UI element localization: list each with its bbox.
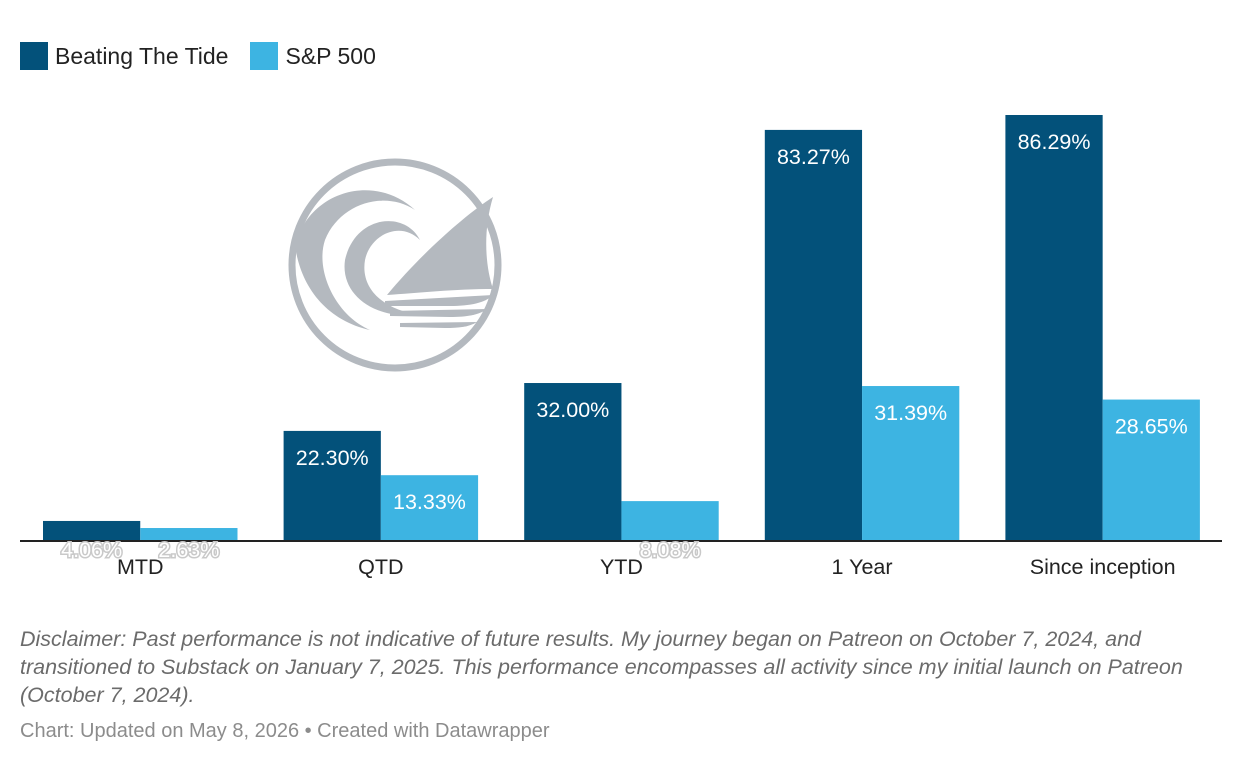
bar-value-label: 8.08% bbox=[640, 538, 701, 562]
bar-value-label: 2.63% bbox=[158, 538, 219, 562]
bar-value-label: 28.65% bbox=[1115, 415, 1188, 439]
bar-beating-the-tide-mtd bbox=[43, 520, 141, 541]
bar-s-p-500-1-year bbox=[862, 386, 960, 541]
legend: Beating The Tide S&P 500 bbox=[20, 42, 398, 70]
bar-s-p-500-since-inception bbox=[1102, 399, 1200, 541]
bar-chart: 4.06% 2.63% 22.30% 13.33% 32.00% 8.08% 83.27% 3… bbox=[20, 115, 1222, 579]
bar-beating-the-tide-ytd bbox=[524, 383, 622, 541]
legend-swatch-sp500 bbox=[250, 42, 279, 70]
bar-beating-the-tide-1-year bbox=[764, 129, 863, 542]
disclaimer-text: Disclaimer: Past performance is not indi… bbox=[20, 627, 1183, 707]
bar-value-label: 13.33% bbox=[393, 490, 466, 514]
legend-item-beating-the-tide: Beating The Tide bbox=[20, 42, 228, 70]
x-tick-label: MTD bbox=[117, 555, 164, 579]
x-tick-label: QTD bbox=[358, 555, 403, 579]
x-tick-label: Since inception bbox=[1030, 555, 1176, 579]
bar-s-p-500-ytd bbox=[621, 501, 719, 541]
bar-value-label: 86.29% bbox=[1018, 130, 1091, 154]
bars bbox=[43, 115, 1200, 542]
bar-value-label: 22.30% bbox=[296, 446, 369, 470]
legend-swatch-beating-the-tide bbox=[20, 42, 48, 70]
x-axis-ticks: MTD QTD YTD 1 Year Since inception bbox=[117, 555, 1176, 579]
bar-value-label: 31.39% bbox=[874, 401, 947, 425]
bar-value-label: 32.00% bbox=[536, 398, 609, 422]
x-tick-label: YTD bbox=[600, 555, 643, 579]
x-tick-label: 1 Year bbox=[832, 555, 893, 579]
legend-item-sp500: S&P 500 bbox=[250, 42, 376, 70]
legend-label: S&P 500 bbox=[285, 42, 376, 69]
bar-s-p-500-qtd bbox=[380, 475, 479, 541]
bar-s-p-500-mtd bbox=[140, 528, 238, 541]
bar-beating-the-tide-qtd bbox=[283, 430, 381, 541]
wave-shark-logo-icon bbox=[288, 158, 502, 372]
bar-value-label: 4.06% bbox=[61, 538, 122, 562]
bar-labels: 4.06% 2.63% 22.30% 13.33% 32.00% 8.08% 83.27% 3… bbox=[60, 130, 1188, 564]
chart-credit: Chart: Updated on May 8, 2026 • Created … bbox=[20, 720, 550, 742]
bar-value-label: 83.27% bbox=[777, 145, 850, 169]
bar-beating-the-tide-since-inception bbox=[1005, 115, 1103, 541]
legend-label: Beating The Tide bbox=[55, 42, 229, 69]
